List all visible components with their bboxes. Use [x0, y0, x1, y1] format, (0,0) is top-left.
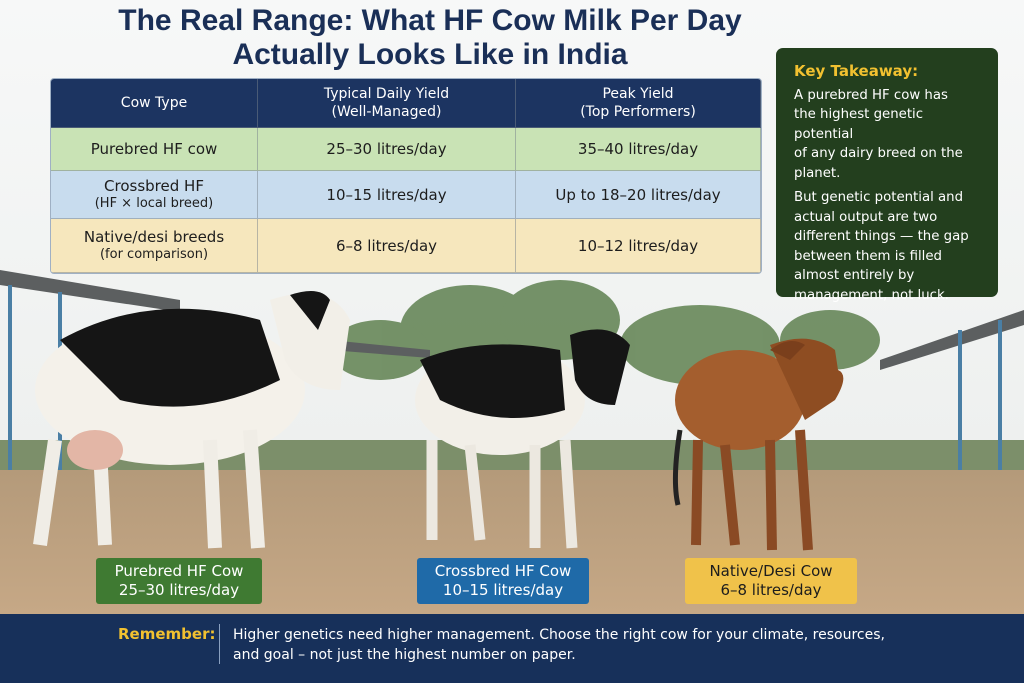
cell-line: 6–8 litres/day [335, 236, 438, 255]
takeaway-line: different things — the gap [794, 229, 969, 244]
title-line: The Real Range: What HF Cow Milk Per Day [118, 4, 742, 37]
table-cell: 10–15 litres/day [258, 171, 516, 219]
takeaway-line: almost entirely by [794, 268, 915, 283]
takeaway-line: of any dairy breed on the [794, 146, 963, 161]
cell-line: 10–12 litres/day [577, 236, 699, 255]
cow-purebred [33, 291, 350, 549]
takeaway-title: Key Takeaway: [794, 62, 919, 80]
cell-line: (Top Performers) [580, 104, 696, 120]
takeaway-paragraph: A purebred HF cow has the highest genetic… [794, 86, 986, 184]
cell-line: 35–40 litres/day [577, 140, 699, 158]
cow-label: Native/Desi Cow 6–8 litres/day [685, 558, 857, 604]
title-line: Actually Looks Like in India [232, 38, 628, 71]
table-cell: 6–8 litres/day [258, 219, 516, 273]
cow-label: Purebred HF Cow 25–30 litres/day [96, 558, 262, 604]
table-cell: Purebred HF cow [51, 128, 258, 171]
takeaway-line: planet. [794, 165, 841, 181]
cow-label-line: 10–15 litres/day [442, 581, 564, 599]
cell-line: Peak Yield [602, 86, 674, 102]
takeaway-line: the highest genetic potential [794, 107, 924, 142]
cow-label: Crossbred HF Cow 10–15 litres/day [417, 558, 589, 604]
takeaway-box: Key Takeaway: A purebred HF cow has the hi… [776, 48, 998, 303]
divider [219, 624, 220, 664]
cell-line: (for comparison) [99, 246, 209, 262]
cell-line: (Well-Managed) [331, 104, 442, 120]
cell-line: Typical Daily Yield [323, 86, 450, 102]
table-cell: Up to 18–20 litres/day [516, 171, 761, 219]
cow-label-line: 25–30 litres/day [118, 581, 240, 599]
yield-table: Cow Type Typical Daily Yield (Well-Managed… [50, 78, 762, 274]
cow-native [672, 338, 844, 551]
takeaway-line: actual output are two [794, 209, 938, 225]
cell-line: 25–30 litres/day [326, 140, 447, 158]
table-cell: Crossbred HF (HF × local breed) [51, 171, 258, 219]
cell-line: (HF × local breed) [94, 195, 214, 211]
cow-label-line: Crossbred HF Cow [434, 562, 572, 580]
cell-line: 10–15 litres/day [326, 185, 447, 204]
cell-line: Native/desi breeds [83, 227, 225, 246]
remember-text: Higher genetics need higher management. … [233, 625, 885, 665]
table-cell: 35–40 litres/day [516, 128, 761, 171]
cell-line: Crossbred HF [104, 176, 204, 195]
cell-line: Up to 18–20 litres/day [555, 185, 721, 204]
cow-label-line: 6–8 litres/day [720, 581, 822, 599]
cow-label-line: Purebred HF Cow [114, 562, 244, 580]
cell-line: Cow Type [120, 95, 188, 111]
takeaway-line: But genetic potential and [794, 190, 964, 205]
remember-label: Remember: [118, 625, 216, 643]
cow-label-line: Native/Desi Cow [709, 562, 833, 580]
table-cell: Native/desi breeds (for comparison) [51, 219, 258, 273]
remember-banner [0, 614, 1024, 683]
header-cell: Peak Yield (Top Performers) [516, 79, 761, 128]
remember-line: Higher genetics need higher management. … [233, 627, 885, 643]
remember-line: and goal – not just the highest number o… [233, 647, 576, 663]
cow-crossbred [415, 329, 630, 549]
takeaway-line: A purebred HF cow has [794, 87, 948, 103]
takeaway-line: between them is filled [794, 248, 942, 264]
title: The Real Range: What HF Cow Milk Per Day… [0, 4, 860, 72]
takeaway-paragraph: But genetic potential and actual output a… [794, 188, 986, 305]
header-cell: Typical Daily Yield (Well-Managed) [258, 79, 516, 128]
cell-line: Purebred HF cow [90, 140, 218, 158]
header-cell: Cow Type [51, 79, 258, 128]
takeaway-line: management, not luck. [794, 287, 949, 303]
table-cell: 25–30 litres/day [258, 128, 516, 171]
table-cell: 10–12 litres/day [516, 219, 761, 273]
